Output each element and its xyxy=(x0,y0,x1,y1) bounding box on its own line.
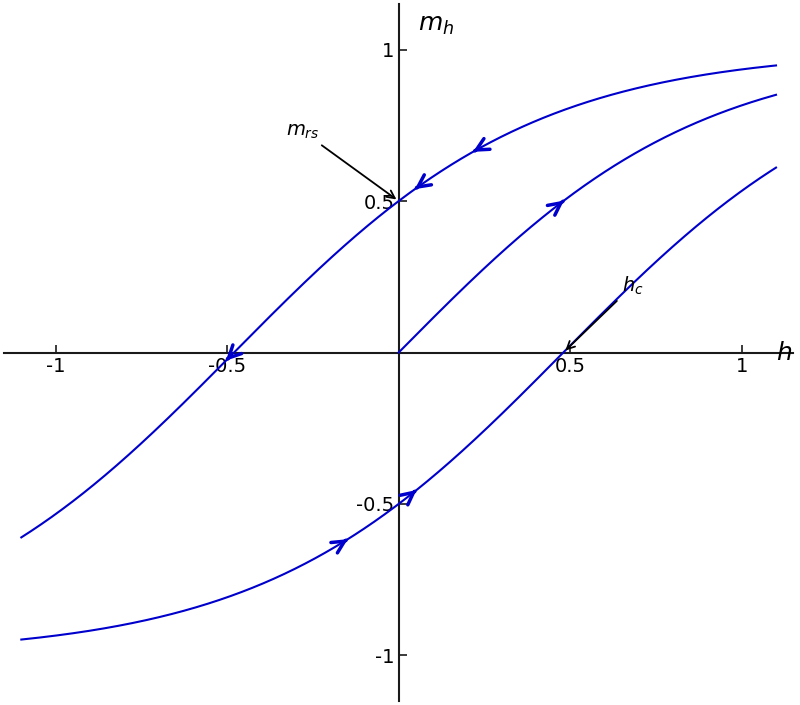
Text: $h_c$: $h_c$ xyxy=(566,275,643,349)
Text: $m_h$: $m_h$ xyxy=(418,13,454,37)
Text: $h$: $h$ xyxy=(776,341,792,364)
Text: $m_{rs}$: $m_{rs}$ xyxy=(286,122,394,198)
